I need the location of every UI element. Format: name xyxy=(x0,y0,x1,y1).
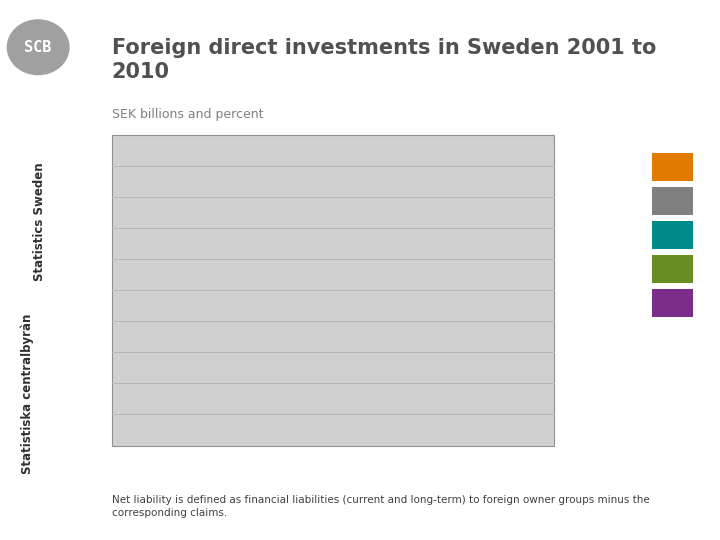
Ellipse shape xyxy=(7,20,69,75)
Text: Statistics Sweden: Statistics Sweden xyxy=(33,162,46,281)
Text: SEK billions and percent: SEK billions and percent xyxy=(112,108,263,121)
Text: Statistiska centralbyràn: Statistiska centralbyràn xyxy=(21,314,34,474)
Text: Net liability is defined as financial liabilities (current and long-term) to for: Net liability is defined as financial li… xyxy=(112,495,649,518)
Text: SCB: SCB xyxy=(24,40,52,55)
Text: Foreign direct investments in Sweden 2001 to
2010: Foreign direct investments in Sweden 200… xyxy=(112,38,656,82)
